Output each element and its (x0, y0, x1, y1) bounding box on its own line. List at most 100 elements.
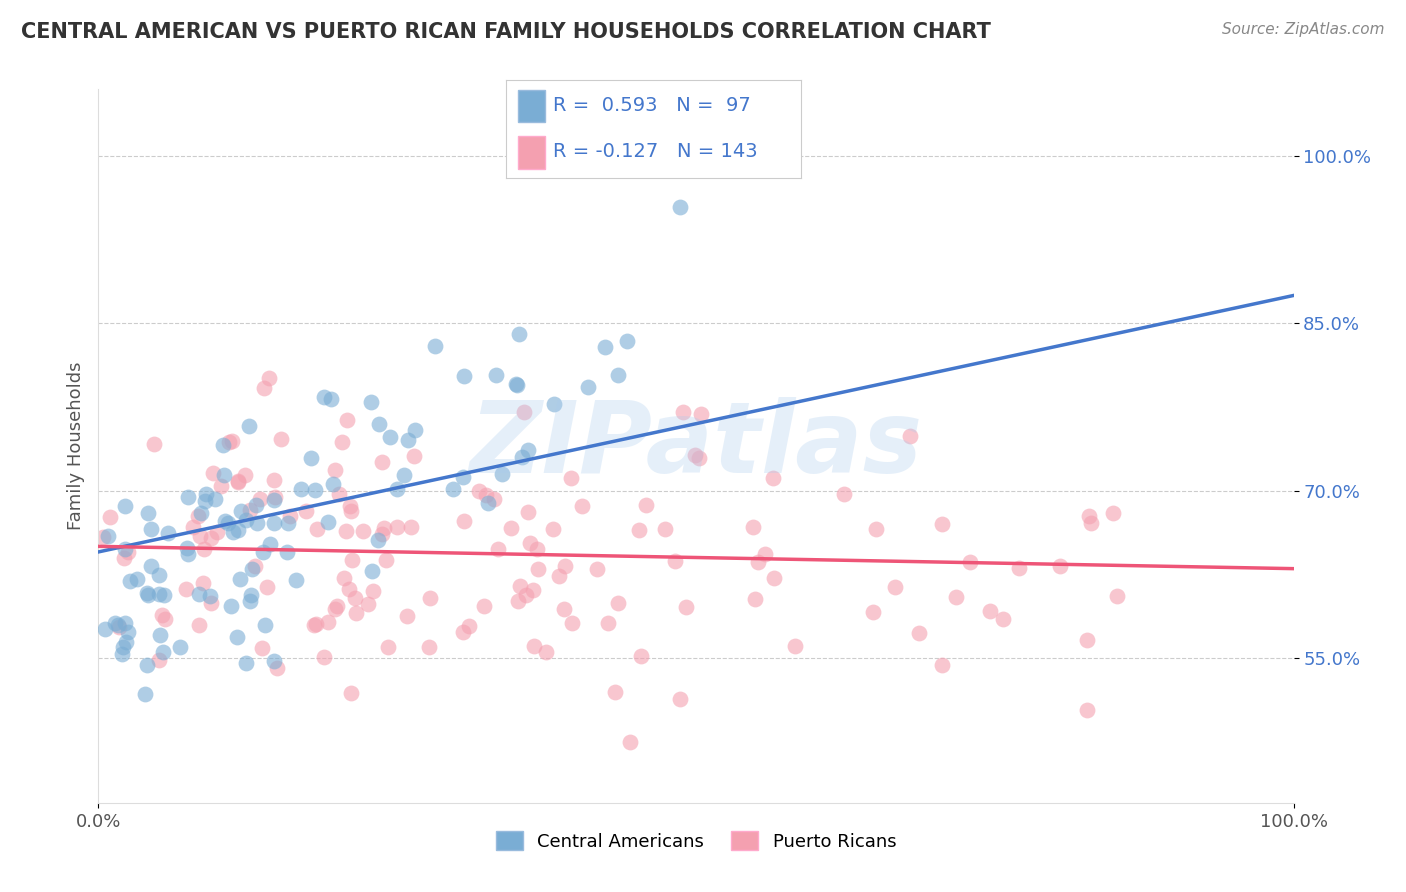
Point (98, 509, 121, 524)
Point (263, 492, 285, 507)
Point (195, 486, 218, 500)
Point (634, 498, 657, 512)
Point (226, 630, 249, 644)
Point (198, 589, 221, 603)
Point (523, 639, 546, 653)
Point (945, 590, 967, 604)
Point (278, 509, 301, 524)
Point (340, 686, 363, 700)
Point (150, 608, 173, 623)
Point (419, 591, 441, 606)
Point (979, 604, 1001, 618)
Point (153, 612, 176, 626)
Point (367, 533, 389, 548)
Point (148, 568, 170, 582)
Point (510, 450, 533, 464)
Point (305, 522, 328, 536)
Point (118, 574, 141, 588)
Point (467, 483, 489, 498)
Text: Source: ZipAtlas.com: Source: ZipAtlas.com (1222, 22, 1385, 37)
Point (884, 580, 907, 594)
Point (526, 542, 548, 557)
Point (402, 450, 425, 464)
Point (127, 572, 149, 586)
Point (115, 635, 138, 649)
Point (519, 536, 541, 550)
Point (200, 532, 222, 546)
Point (606, 368, 628, 382)
Point (169, 640, 191, 654)
Point (360, 394, 382, 409)
Point (516, 443, 538, 458)
Point (385, 482, 408, 496)
Point (214, 514, 236, 528)
Point (202, 467, 225, 481)
Point (959, 556, 981, 570)
Point (336, 413, 359, 427)
Point (97, 529, 120, 543)
Point (323, 462, 346, 476)
Point (931, 657, 953, 672)
Point (339, 499, 361, 513)
Point (862, 605, 884, 619)
Point (482, 492, 505, 507)
Point (205, 524, 228, 539)
Point (404, 424, 426, 438)
Point (142, 436, 165, 450)
Y-axis label: Family Households: Family Households (66, 362, 84, 530)
Point (605, 685, 627, 699)
Point (305, 616, 328, 631)
Point (193, 494, 215, 508)
Point (491, 467, 513, 481)
Point (399, 520, 422, 534)
Point (290, 483, 312, 497)
Point (335, 524, 357, 539)
Point (152, 588, 174, 602)
Point (616, 334, 638, 349)
Point (243, 559, 266, 574)
Legend: Central Americans, Puerto Ricans: Central Americans, Puerto Ricans (488, 824, 904, 858)
Point (361, 564, 384, 578)
Point (472, 599, 495, 613)
Point (257, 371, 280, 385)
Point (371, 527, 394, 541)
Point (117, 544, 139, 558)
Point (991, 612, 1014, 626)
Point (218, 434, 240, 449)
Point (654, 522, 676, 536)
Point (174, 582, 197, 596)
Point (252, 545, 274, 559)
Point (453, 369, 475, 384)
Point (187, 587, 209, 601)
Point (333, 571, 356, 585)
Point (314, 390, 336, 404)
Point (606, 596, 628, 610)
Point (396, 608, 419, 623)
Point (245, 498, 267, 512)
Point (226, 475, 249, 489)
Point (553, 602, 575, 616)
Point (1008, 561, 1031, 575)
Point (548, 568, 571, 582)
Point (177, 490, 200, 504)
Point (690, 407, 713, 421)
Point (377, 640, 399, 655)
Point (675, 600, 697, 615)
Point (352, 524, 374, 539)
Point (374, 553, 396, 567)
Point (541, 522, 564, 536)
Point (139, 558, 162, 573)
Point (295, 503, 318, 517)
Point (91, 530, 114, 544)
Point (908, 626, 931, 640)
Point (865, 522, 887, 536)
Point (226, 523, 249, 537)
Point (560, 471, 582, 485)
Point (326, 599, 349, 614)
Point (204, 491, 226, 506)
Point (451, 470, 474, 484)
Point (1102, 507, 1125, 521)
Point (111, 640, 134, 655)
Point (585, 562, 607, 576)
Point (323, 602, 346, 616)
